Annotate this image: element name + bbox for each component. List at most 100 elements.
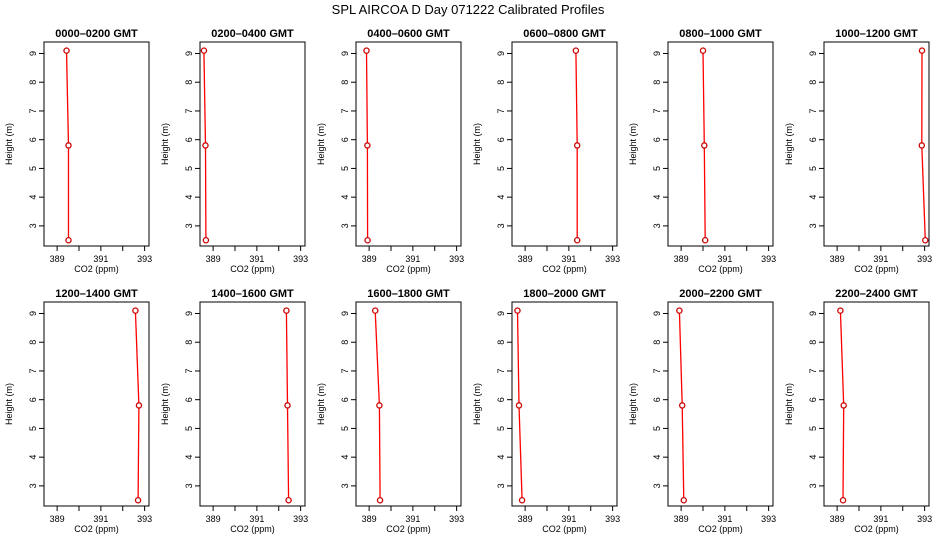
figure-title: SPL AIRCOA D Day 071222 Calibrated Profi… xyxy=(332,2,605,17)
profile-point xyxy=(364,142,371,149)
x-axis-label: CO2 (ppm) xyxy=(386,264,431,274)
profile-point xyxy=(65,142,72,149)
profile-point xyxy=(376,402,383,409)
y-axis-label: Height (m) xyxy=(160,123,170,165)
y-tick-label: 9 xyxy=(28,51,38,56)
y-tick-label: 6 xyxy=(184,397,194,402)
plot-frame xyxy=(667,41,774,247)
plot-frame xyxy=(199,41,306,247)
y-tick-label: 8 xyxy=(184,340,194,345)
x-tick-label: 391 xyxy=(561,254,576,264)
profile-point xyxy=(371,307,379,314)
panel-title: 0600–0800 GMT xyxy=(523,28,606,40)
profile-point xyxy=(202,237,210,244)
y-axis-label: Height (m) xyxy=(160,383,170,425)
y-tick-label: 7 xyxy=(184,368,194,373)
x-axis-label: CO2 (ppm) xyxy=(854,524,899,534)
panel-3: 0400–0600 GMT 389 391 393 3 4 5 6 7 8 9 CO2 (ppm) He… xyxy=(316,28,464,274)
y-tick-label: 8 xyxy=(496,80,506,85)
y-tick-label: 8 xyxy=(340,80,350,85)
y-tick-label: 9 xyxy=(652,311,662,316)
x-tick-label: 389 xyxy=(830,254,845,264)
plot-frame xyxy=(823,301,930,507)
x-axis-label: CO2 (ppm) xyxy=(854,264,899,274)
panel-6: 1000–1200 GMT 389 391 393 3 4 5 6 7 8 9 CO2 (ppm) He… xyxy=(784,28,932,274)
x-tick-label: 391 xyxy=(93,254,108,264)
y-tick-label: 7 xyxy=(340,368,350,373)
y-tick-label: 6 xyxy=(340,397,350,402)
y-tick-label: 4 xyxy=(28,195,38,200)
profile-point xyxy=(132,307,139,314)
y-tick-label: 6 xyxy=(808,397,818,402)
y-tick-label: 9 xyxy=(28,311,38,316)
y-tick-label: 9 xyxy=(808,311,818,316)
y-tick-label: 4 xyxy=(184,195,194,200)
panel-title: 2000–2200 GMT xyxy=(679,288,762,300)
y-tick-label: 8 xyxy=(28,340,38,345)
y-tick-label: 3 xyxy=(652,223,662,228)
profile-point xyxy=(699,47,707,54)
plot-frame xyxy=(199,301,306,507)
profile-point xyxy=(363,47,370,54)
y-tick-label: 6 xyxy=(496,137,506,142)
x-tick-label: 391 xyxy=(405,514,420,524)
profile-point xyxy=(573,142,581,149)
y-tick-label: 4 xyxy=(340,195,350,200)
panel-title: 2200–2400 GMT xyxy=(835,288,918,300)
profile-point xyxy=(285,497,292,504)
x-tick-label: 391 xyxy=(717,254,732,264)
y-tick-label: 6 xyxy=(496,397,506,402)
panel-title: 1800–2000 GMT xyxy=(523,288,606,300)
panel-title: 1400–1600 GMT xyxy=(211,288,294,300)
x-tick-label: 389 xyxy=(206,254,221,264)
profile-point xyxy=(572,47,580,54)
x-axis-label: CO2 (ppm) xyxy=(542,524,587,534)
profile-point xyxy=(63,47,70,54)
x-tick-label: 389 xyxy=(674,254,689,264)
y-tick-label: 6 xyxy=(184,137,194,142)
profile-point xyxy=(701,237,709,244)
y-tick-label: 5 xyxy=(28,426,38,431)
profile-point xyxy=(200,47,208,54)
y-axis-label: Height (m) xyxy=(628,123,638,165)
y-tick-label: 4 xyxy=(496,455,506,460)
y-tick-label: 3 xyxy=(28,223,38,228)
x-tick-label: 389 xyxy=(50,254,65,264)
y-tick-label: 5 xyxy=(184,426,194,431)
x-tick-label: 393 xyxy=(761,514,776,524)
x-axis-label: CO2 (ppm) xyxy=(542,264,587,274)
x-tick-label: 393 xyxy=(137,514,152,524)
y-tick-label: 8 xyxy=(808,80,818,85)
x-tick-label: 393 xyxy=(449,514,464,524)
plot-frame xyxy=(511,41,618,247)
y-tick-label: 8 xyxy=(808,340,818,345)
y-tick-label: 6 xyxy=(808,137,818,142)
plot-frame xyxy=(43,301,150,507)
profile-point xyxy=(918,47,926,54)
profile-point xyxy=(840,402,847,409)
x-tick-label: 389 xyxy=(50,514,65,524)
profile-point xyxy=(515,402,523,409)
plot-frame xyxy=(823,41,930,247)
profile-point xyxy=(922,237,929,244)
profile-point xyxy=(514,307,521,314)
x-tick-label: 389 xyxy=(362,514,377,524)
y-tick-label: 9 xyxy=(184,311,194,316)
y-tick-label: 4 xyxy=(28,455,38,460)
profile-point xyxy=(518,497,526,504)
y-tick-label: 8 xyxy=(652,80,662,85)
x-tick-label: 389 xyxy=(674,514,689,524)
panel-title: 0200–0400 GMT xyxy=(211,28,294,40)
y-tick-label: 9 xyxy=(496,51,506,56)
profile-point xyxy=(283,307,290,314)
y-tick-label: 3 xyxy=(808,483,818,488)
profile-point xyxy=(364,237,371,244)
profile-point xyxy=(837,307,844,314)
profile-point xyxy=(202,142,209,149)
y-tick-label: 7 xyxy=(808,108,818,113)
y-tick-label: 4 xyxy=(652,195,662,200)
y-tick-label: 8 xyxy=(496,340,506,345)
x-tick-label: 393 xyxy=(761,254,776,264)
x-tick-label: 393 xyxy=(293,254,308,264)
profile-point xyxy=(573,237,581,244)
